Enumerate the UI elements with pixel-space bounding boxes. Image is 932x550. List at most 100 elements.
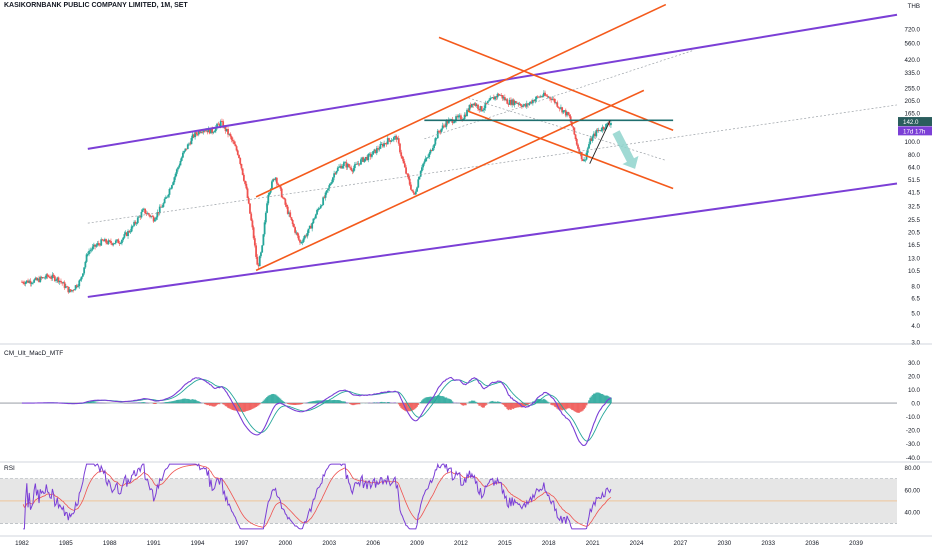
candle-body (218, 124, 221, 126)
forecast-arrow (612, 130, 639, 169)
candle-body (284, 199, 287, 205)
macd-histogram-bar (463, 403, 466, 406)
candle-body (292, 224, 295, 228)
candle-body (30, 283, 33, 284)
candle-body (214, 127, 217, 132)
macd-histogram-bar (253, 403, 256, 408)
macd-histogram-bar (252, 403, 255, 409)
candle-body (399, 143, 401, 153)
candle-body (34, 277, 37, 280)
orange-uptrend-lower (255, 89, 645, 272)
candle-body (478, 108, 481, 111)
candle-body (47, 276, 50, 278)
candle-body (401, 156, 404, 159)
candle-body (107, 240, 110, 244)
candle-body (78, 280, 81, 287)
macd-histogram-bar (460, 403, 462, 405)
price-tick-label: 6.5 (911, 295, 920, 302)
macd-histogram-bar (263, 399, 266, 404)
candle-body (544, 92, 546, 96)
macd-histogram-bar (182, 398, 184, 404)
macd-histogram-bar (402, 403, 405, 410)
candle-body (114, 240, 117, 244)
candle-body (408, 178, 411, 185)
candle-body (505, 99, 507, 101)
macd-histogram-bar (91, 402, 94, 404)
macd-histogram-bar (516, 403, 518, 408)
candle-body (194, 132, 197, 138)
orange-downtrend-lower (467, 110, 674, 190)
macd-histogram-bar (575, 403, 578, 413)
macd-histogram-bar (208, 403, 211, 406)
macd-histogram-bar (353, 403, 356, 405)
price-tick-label: 8.0 (911, 283, 920, 290)
macd-signal-line (21, 378, 612, 442)
candle-body (391, 139, 394, 141)
candle-body (463, 114, 466, 119)
macd-histogram-bar (222, 403, 225, 405)
macd-histogram-bar (241, 403, 244, 412)
candle-body (506, 99, 509, 104)
macd-histogram-bar (172, 401, 175, 404)
candle-body (67, 286, 70, 293)
candle-body (239, 158, 242, 164)
macd-histogram-bar (483, 403, 486, 408)
candle-body (403, 163, 406, 168)
macd-histogram-bar (339, 400, 342, 404)
candle-body (118, 243, 121, 244)
macd-histogram-bar (550, 403, 553, 405)
candle-body (416, 187, 418, 192)
candle-body (560, 107, 562, 109)
candle-body (586, 148, 589, 153)
macd-histogram-bar (583, 403, 585, 410)
candle-body (496, 93, 499, 98)
candle-body (183, 150, 186, 153)
candle-body (414, 191, 417, 195)
candle-body (106, 242, 109, 244)
candle-body (490, 97, 493, 99)
macd-histogram-bar (525, 403, 528, 406)
candle-body (251, 220, 254, 228)
macd-histogram-bar (153, 403, 156, 405)
macd-histogram-bar (94, 402, 97, 404)
macd-histogram-bar (574, 403, 577, 412)
macd-histogram-bar (358, 403, 361, 405)
macd-histogram-bar (191, 399, 194, 404)
macd-histogram-bar (352, 403, 355, 406)
macd-histogram-bar (475, 402, 478, 404)
macd-histogram-bar (336, 400, 339, 404)
macd-histogram-bar (511, 403, 514, 409)
candle-body (534, 99, 537, 102)
candle-body (411, 189, 414, 192)
candle-body (431, 147, 434, 151)
candle-body (206, 130, 209, 133)
candle-body (167, 194, 170, 197)
candle-body (156, 212, 159, 218)
macd-histogram-bar (567, 403, 570, 409)
candle-body (153, 219, 156, 222)
candle-body (323, 197, 326, 199)
macd-histogram-bar (592, 393, 595, 404)
candle-body (185, 148, 188, 150)
candle-body (22, 281, 25, 284)
candle-body (171, 185, 173, 189)
macd-histogram-bar (323, 400, 326, 404)
macd-histogram-bar (536, 398, 539, 404)
candle-body (130, 226, 133, 232)
macd-histogram-bar (474, 401, 477, 404)
candle-body (494, 96, 496, 100)
macd-histogram-bar (410, 403, 412, 412)
candle-body (329, 183, 332, 186)
candle-body (433, 144, 436, 148)
price-tick-label: 100.0 (905, 139, 921, 146)
macd-histogram-bar (545, 400, 548, 404)
macd-histogram-bar (580, 403, 583, 412)
macd-histogram-bar (478, 403, 481, 406)
candle-body (600, 130, 603, 132)
candle-body (364, 156, 367, 159)
macd-histogram-bar (232, 403, 234, 411)
candle-body (327, 188, 329, 191)
candle-body (174, 173, 177, 178)
candle-body (46, 274, 49, 277)
macd-histogram-bar (288, 403, 290, 405)
